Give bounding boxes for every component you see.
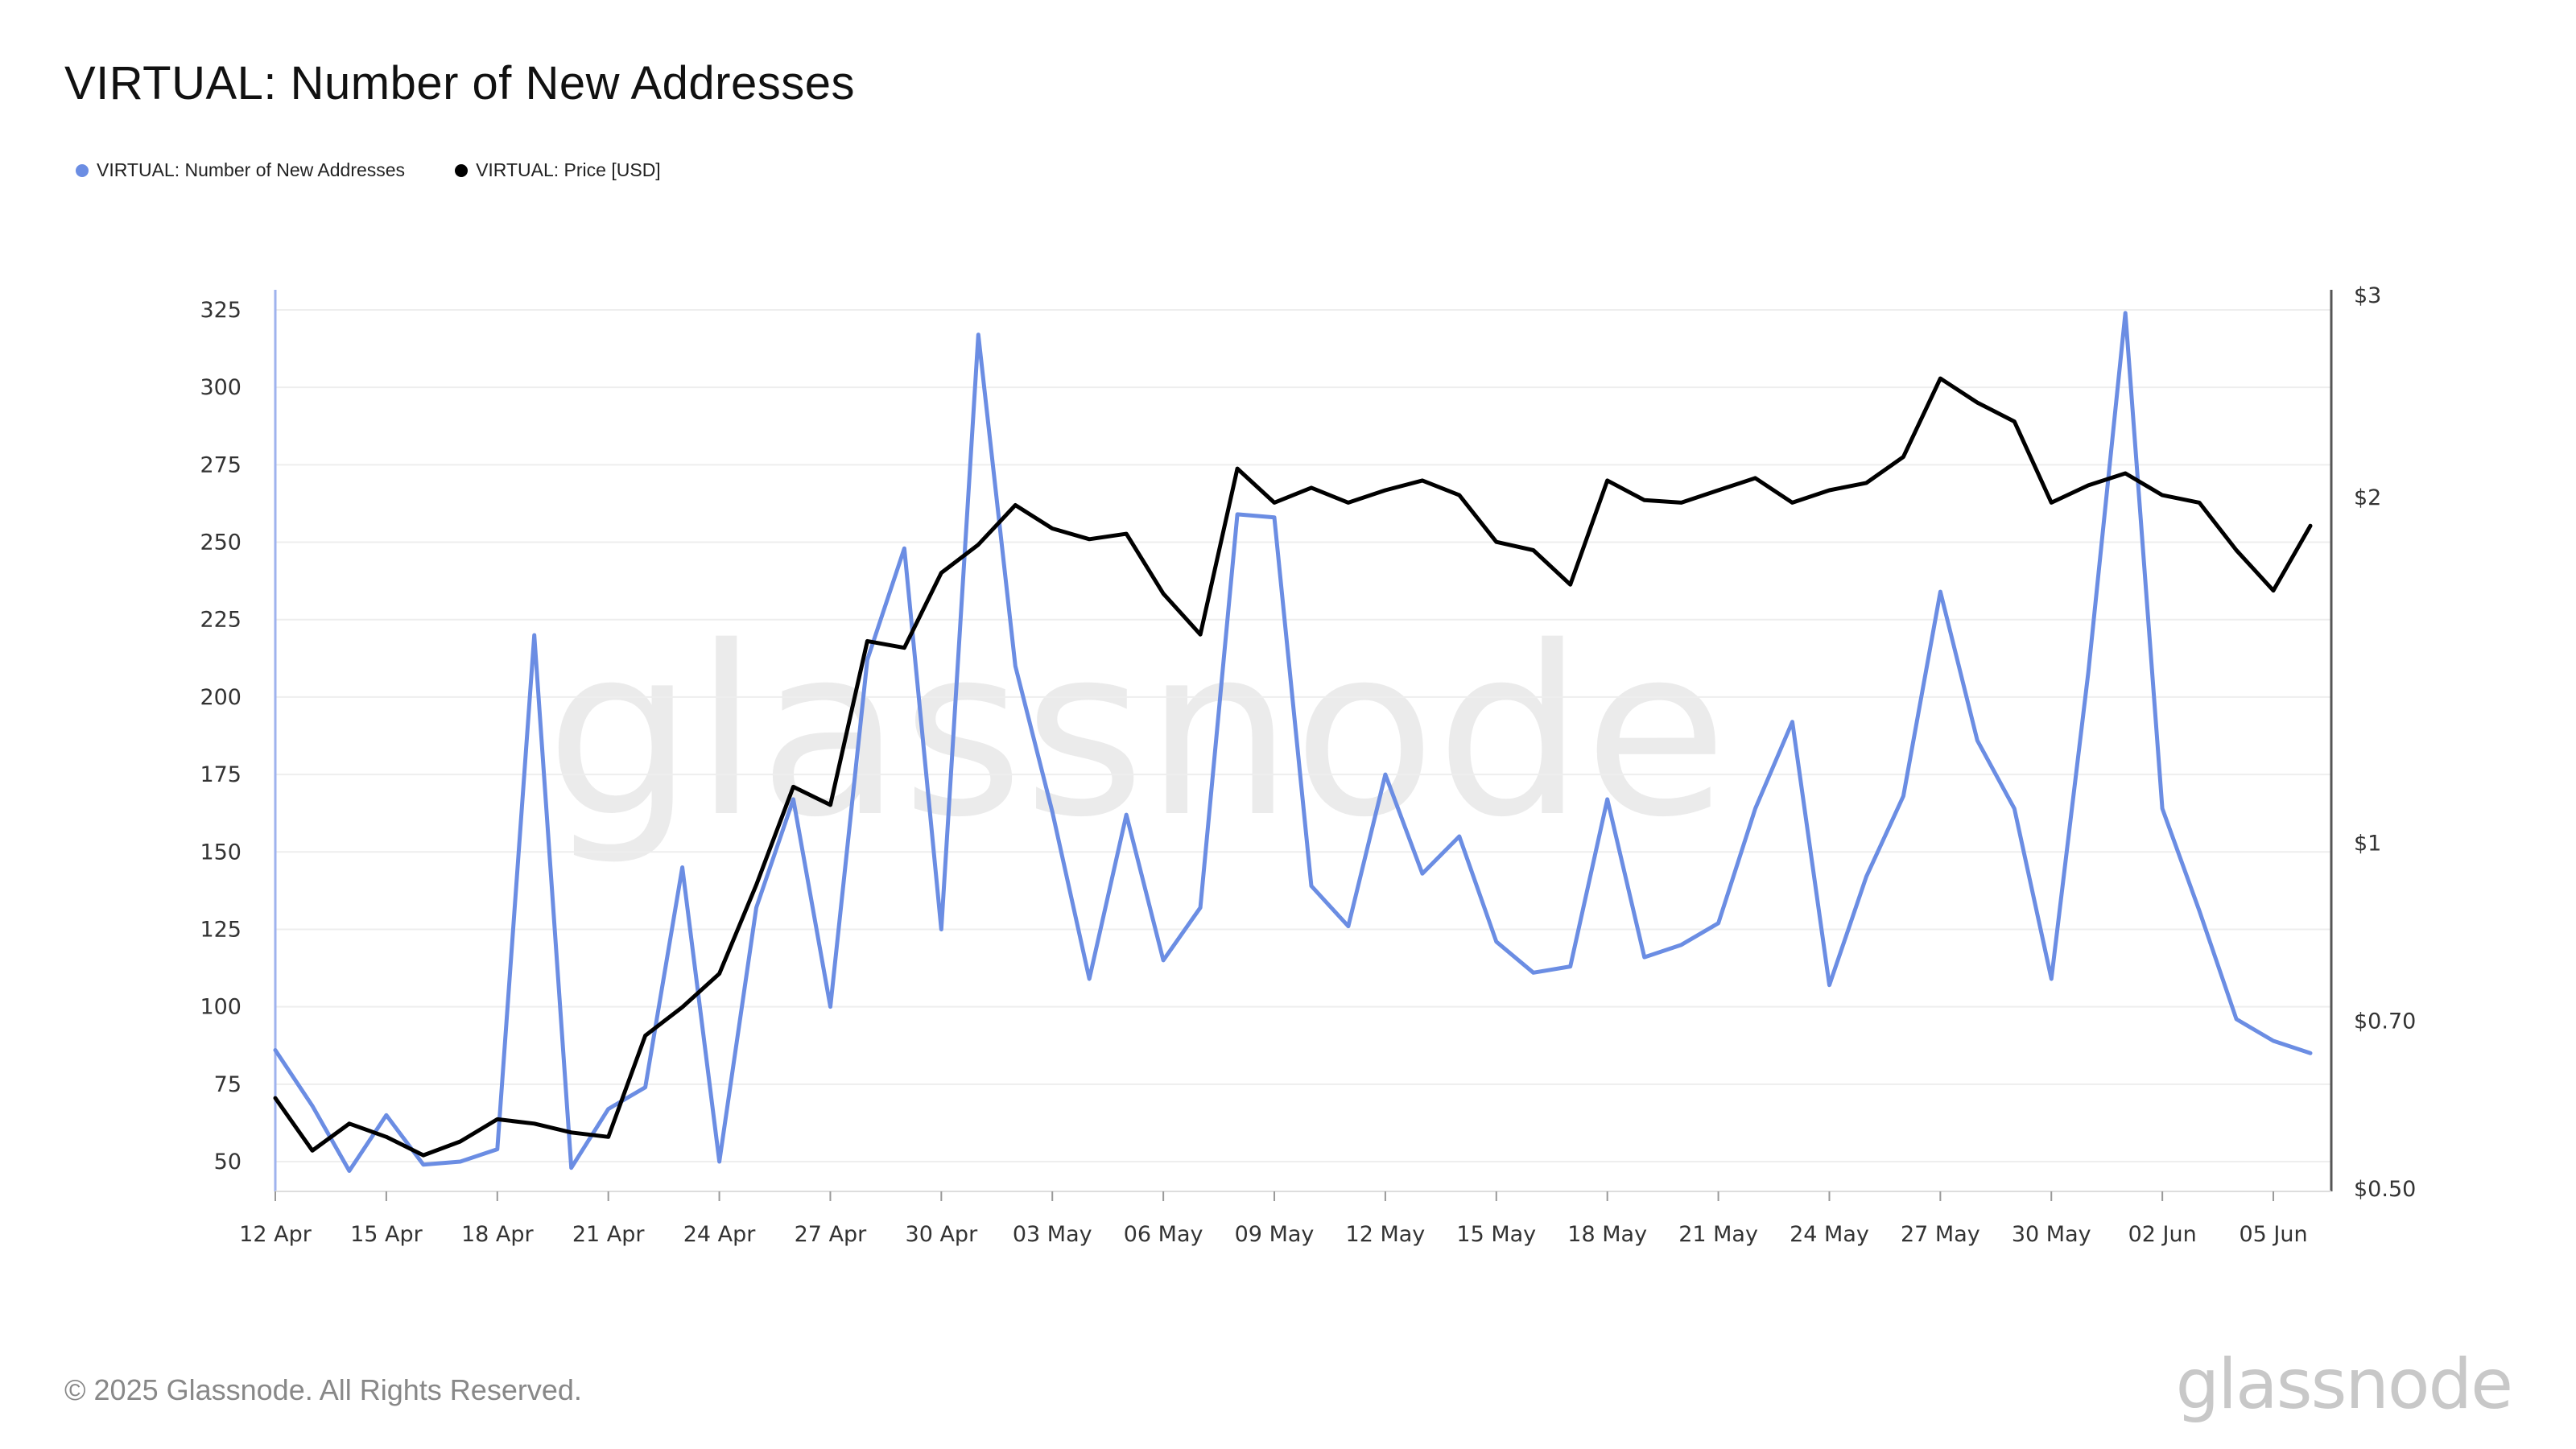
gridlines bbox=[275, 309, 2331, 1162]
legend-item-price[interactable]: VIRTUAL: Price [USD] bbox=[455, 159, 661, 181]
x-tick-label: 21 Apr bbox=[572, 1222, 646, 1247]
right-axis-ticks: $0.50 $0.70 $1 $2 $3 bbox=[2354, 283, 2416, 1202]
series-line-new-addresses bbox=[273, 311, 2313, 1173]
left-tick-label: 275 bbox=[200, 452, 242, 477]
footer-copyright: © 2025 Glassnode. All Rights Reserved. bbox=[64, 1373, 582, 1406]
right-tick-label: $0.50 bbox=[2354, 1177, 2416, 1202]
x-tick-label: 27 Apr bbox=[795, 1222, 868, 1247]
left-tick-label: 325 bbox=[200, 298, 242, 323]
x-tick-label: 12 Apr bbox=[239, 1222, 312, 1247]
left-tick-label: 125 bbox=[200, 917, 242, 942]
watermark: glassnode bbox=[546, 597, 1728, 869]
left-axis-ticks: 50 75 100 125 150 175 200 225 250 275 300 325 bbox=[200, 298, 242, 1174]
x-tick-label: 27 May bbox=[1901, 1222, 1980, 1247]
x-tick-label: 12 May bbox=[1346, 1222, 1426, 1247]
legend-label-addresses: VIRTUAL: Number of New Addresses bbox=[97, 159, 406, 180]
x-tick-label: 09 May bbox=[1235, 1222, 1315, 1247]
left-tick-label: 300 bbox=[200, 375, 242, 400]
x-tick-label: 18 May bbox=[1567, 1222, 1647, 1247]
x-tick-label: 06 May bbox=[1124, 1222, 1203, 1247]
x-tick-label: 21 May bbox=[1678, 1222, 1758, 1247]
left-tick-label: 175 bbox=[200, 762, 242, 787]
x-tick-label: 24 Apr bbox=[683, 1222, 757, 1247]
x-tick-label: 05 Jun bbox=[2239, 1222, 2307, 1247]
right-tick-label: $1 bbox=[2354, 832, 2381, 857]
x-tick-label: 03 May bbox=[1013, 1222, 1092, 1247]
left-tick-label: 150 bbox=[200, 840, 242, 865]
x-tick-label: 30 Apr bbox=[906, 1222, 979, 1247]
x-tick-label: 18 Apr bbox=[461, 1222, 535, 1247]
x-tick-label: 02 Jun bbox=[2128, 1222, 2197, 1247]
brand-logo: glassnode bbox=[2175, 1344, 2513, 1425]
x-axis-ticks: 12 Apr 15 Apr 18 Apr 21 Apr 24 Apr 27 Apr 30 A… bbox=[239, 1191, 2308, 1247]
legend-item-addresses[interactable]: VIRTUAL: Number of New Addresses bbox=[76, 159, 405, 181]
left-tick-label: 100 bbox=[200, 995, 242, 1020]
axes bbox=[274, 290, 2333, 1192]
right-tick-label: $3 bbox=[2354, 283, 2381, 308]
right-tick-label: $2 bbox=[2354, 485, 2381, 510]
left-tick-label: 200 bbox=[200, 685, 242, 710]
left-tick-label: 50 bbox=[214, 1150, 242, 1174]
left-tick-label: 250 bbox=[200, 530, 242, 555]
x-tick-label: 15 Apr bbox=[350, 1222, 423, 1247]
legend-label-price: VIRTUAL: Price [USD] bbox=[476, 159, 661, 180]
x-tick-label: 15 May bbox=[1456, 1222, 1536, 1247]
series-lines bbox=[273, 311, 2313, 1173]
x-tick-label: 24 May bbox=[1790, 1222, 1869, 1247]
legend: VIRTUAL: Number of New Addresses VIRTUAL… bbox=[76, 159, 661, 181]
left-tick-label: 75 bbox=[214, 1072, 242, 1097]
right-tick-label: $0.70 bbox=[2354, 1009, 2416, 1034]
chart-title: VIRTUAL: Number of New Addresses bbox=[64, 57, 855, 109]
legend-dot-addresses bbox=[76, 163, 89, 177]
series-line-price bbox=[273, 376, 2313, 1158]
x-tick-label: 30 May bbox=[2012, 1222, 2091, 1247]
left-tick-label: 225 bbox=[200, 608, 242, 633]
legend-dot-price bbox=[455, 163, 469, 177]
